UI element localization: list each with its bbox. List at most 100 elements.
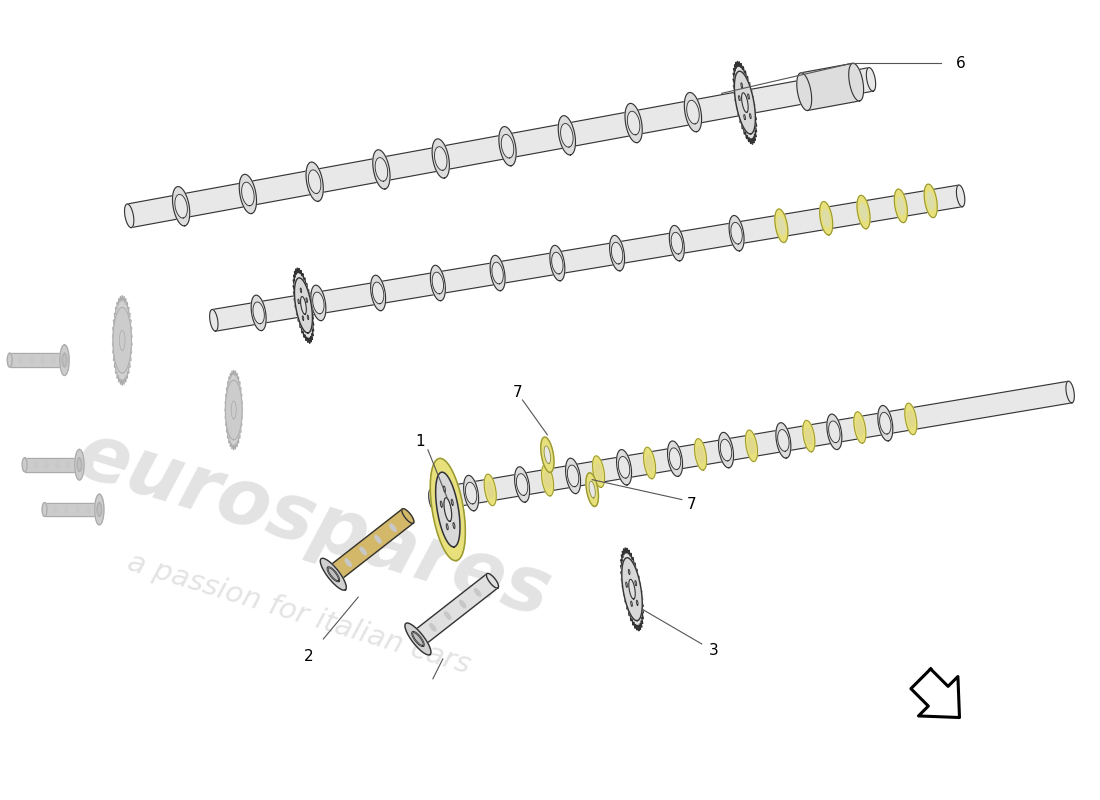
Polygon shape bbox=[430, 458, 465, 561]
Polygon shape bbox=[565, 458, 581, 494]
Polygon shape bbox=[371, 275, 386, 310]
Polygon shape bbox=[328, 567, 340, 582]
Polygon shape bbox=[443, 486, 446, 492]
Polygon shape bbox=[544, 472, 551, 488]
Polygon shape bbox=[34, 462, 37, 468]
Polygon shape bbox=[894, 189, 908, 222]
Polygon shape bbox=[630, 601, 632, 606]
Polygon shape bbox=[590, 482, 595, 498]
Polygon shape bbox=[744, 114, 746, 119]
Polygon shape bbox=[857, 195, 870, 229]
Polygon shape bbox=[432, 139, 450, 178]
Polygon shape bbox=[126, 68, 873, 227]
Polygon shape bbox=[460, 600, 465, 608]
Polygon shape bbox=[22, 458, 28, 472]
Polygon shape bbox=[898, 197, 904, 214]
Polygon shape bbox=[375, 158, 387, 182]
Polygon shape bbox=[389, 524, 396, 531]
Polygon shape bbox=[729, 215, 744, 251]
Polygon shape bbox=[746, 430, 758, 462]
Polygon shape bbox=[345, 559, 351, 566]
Polygon shape bbox=[402, 509, 414, 523]
Polygon shape bbox=[806, 428, 812, 444]
Text: 6: 6 bbox=[956, 56, 966, 71]
Polygon shape bbox=[373, 150, 390, 189]
Polygon shape bbox=[300, 288, 301, 293]
Polygon shape bbox=[432, 272, 443, 294]
Polygon shape bbox=[77, 458, 81, 472]
Polygon shape bbox=[465, 482, 476, 504]
Polygon shape bbox=[552, 252, 563, 274]
Polygon shape bbox=[113, 307, 131, 373]
Polygon shape bbox=[463, 475, 478, 511]
Polygon shape bbox=[438, 479, 459, 540]
Polygon shape bbox=[226, 370, 242, 450]
Text: 7: 7 bbox=[688, 497, 696, 512]
Polygon shape bbox=[444, 498, 452, 522]
Polygon shape bbox=[429, 489, 437, 510]
Polygon shape bbox=[210, 310, 218, 331]
Polygon shape bbox=[231, 401, 236, 419]
Polygon shape bbox=[647, 455, 652, 471]
Polygon shape bbox=[251, 295, 266, 330]
Polygon shape bbox=[741, 83, 743, 88]
Polygon shape bbox=[626, 582, 627, 587]
Polygon shape bbox=[95, 494, 103, 525]
Polygon shape bbox=[10, 354, 65, 367]
Polygon shape bbox=[491, 255, 505, 290]
Polygon shape bbox=[56, 462, 59, 468]
Polygon shape bbox=[67, 462, 70, 468]
Polygon shape bbox=[628, 570, 630, 574]
Polygon shape bbox=[453, 522, 455, 529]
Polygon shape bbox=[63, 354, 66, 366]
Polygon shape bbox=[644, 447, 656, 478]
Polygon shape bbox=[405, 623, 431, 655]
Polygon shape bbox=[860, 203, 867, 221]
Polygon shape bbox=[320, 558, 346, 590]
Polygon shape bbox=[8, 354, 12, 367]
Polygon shape bbox=[796, 73, 812, 110]
Polygon shape bbox=[499, 126, 516, 166]
Polygon shape bbox=[120, 330, 125, 350]
Polygon shape bbox=[75, 450, 84, 480]
Polygon shape bbox=[487, 482, 493, 498]
Polygon shape bbox=[671, 232, 682, 254]
Polygon shape bbox=[434, 461, 461, 558]
Polygon shape bbox=[595, 464, 602, 479]
Polygon shape bbox=[474, 589, 481, 596]
Polygon shape bbox=[87, 506, 90, 513]
Polygon shape bbox=[748, 94, 749, 99]
Polygon shape bbox=[741, 93, 748, 112]
Polygon shape bbox=[627, 111, 640, 135]
Polygon shape bbox=[801, 63, 859, 110]
Polygon shape bbox=[670, 226, 684, 261]
Polygon shape bbox=[637, 600, 638, 606]
Polygon shape bbox=[749, 114, 751, 118]
Polygon shape bbox=[1066, 382, 1075, 403]
Polygon shape bbox=[98, 503, 101, 516]
Polygon shape bbox=[609, 235, 625, 271]
Polygon shape bbox=[45, 502, 99, 517]
Polygon shape bbox=[686, 100, 700, 124]
Polygon shape bbox=[97, 502, 102, 517]
Polygon shape bbox=[294, 268, 313, 342]
Text: 1: 1 bbox=[415, 434, 425, 450]
Polygon shape bbox=[867, 68, 876, 91]
Polygon shape bbox=[486, 574, 498, 588]
Polygon shape bbox=[593, 456, 605, 487]
Polygon shape bbox=[541, 465, 553, 496]
Polygon shape bbox=[561, 123, 573, 147]
Polygon shape bbox=[669, 448, 681, 470]
Polygon shape bbox=[373, 282, 384, 304]
Polygon shape bbox=[412, 633, 424, 646]
Polygon shape bbox=[412, 574, 498, 646]
Polygon shape bbox=[54, 506, 57, 513]
Polygon shape bbox=[684, 93, 702, 132]
Polygon shape bbox=[226, 380, 242, 440]
Polygon shape bbox=[41, 357, 44, 364]
Polygon shape bbox=[625, 103, 642, 142]
Polygon shape bbox=[905, 403, 916, 434]
Polygon shape bbox=[720, 439, 732, 461]
Polygon shape bbox=[828, 421, 840, 442]
Polygon shape bbox=[694, 438, 706, 470]
